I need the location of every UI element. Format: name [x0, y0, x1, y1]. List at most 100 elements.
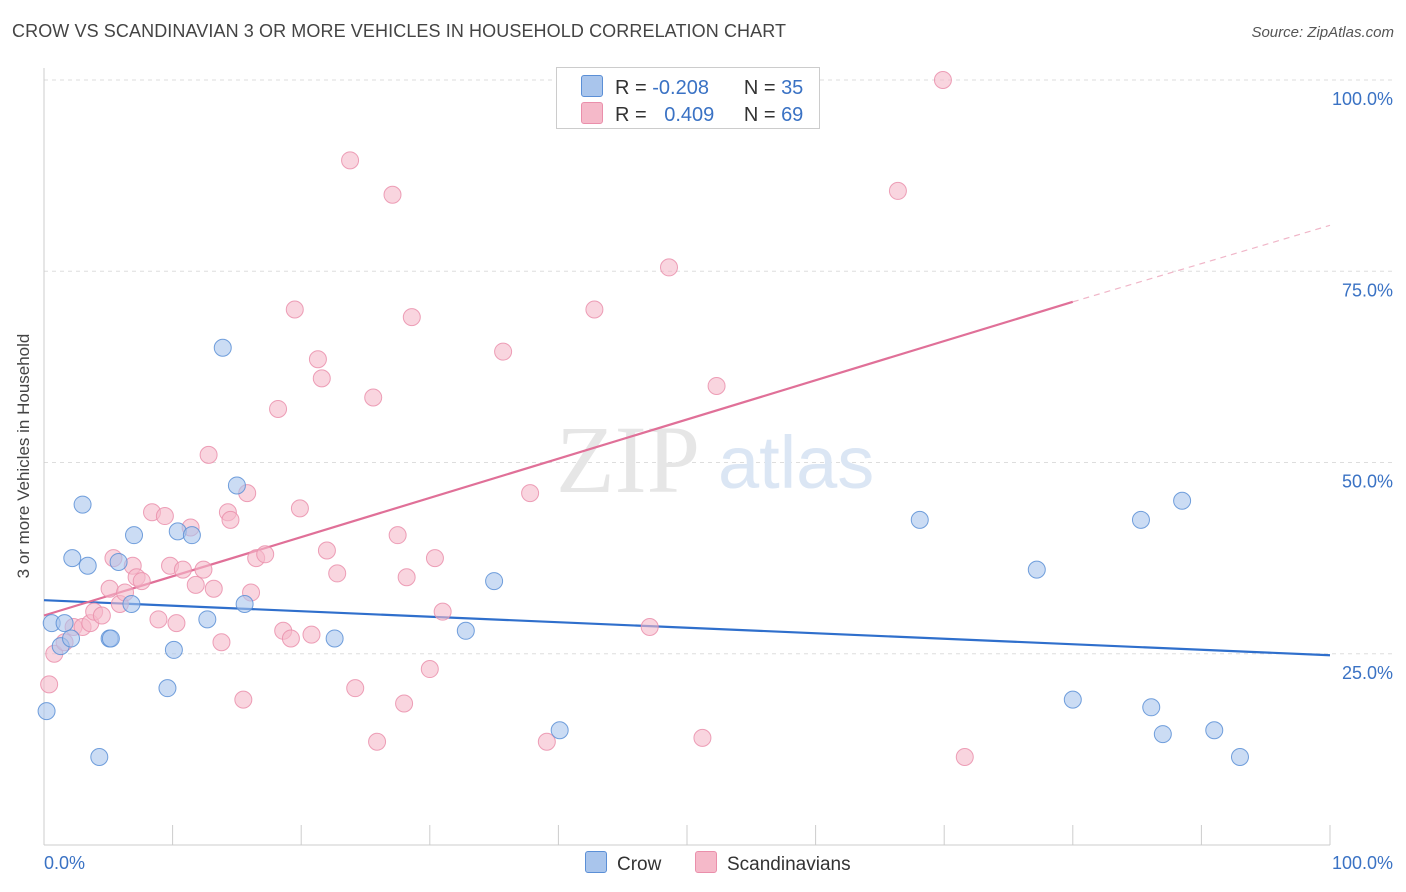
legend-item-crow: Crow: [585, 851, 661, 876]
crow-point: [125, 526, 144, 545]
data-points: [37, 71, 1249, 767]
scandinavian-point: [521, 484, 540, 503]
scandinavian-point: [173, 560, 192, 579]
scandinavian-point: [364, 388, 383, 407]
y-tick-label: 100.0%: [1332, 89, 1393, 109]
crow-point: [1173, 491, 1192, 510]
crow-point: [456, 621, 475, 640]
scandinavian-point: [888, 181, 907, 200]
scandinavian-point: [167, 614, 186, 633]
scandinavian-point: [40, 675, 59, 694]
crow-point: [73, 495, 92, 514]
scand-swatch: [581, 102, 603, 124]
legend-scand-label: Scandinavians: [727, 854, 851, 875]
trend-lines: [43, 224, 1331, 657]
scandinavian-point: [308, 350, 327, 369]
stats-legend: R = -0.208 N = 35 R = 0.409 N = 69: [556, 67, 820, 129]
scandinavian-point: [640, 617, 659, 636]
scandinavian-point: [92, 606, 111, 625]
x-tick-label-min: 0.0%: [44, 853, 85, 873]
scandinavian-point: [256, 545, 275, 564]
crow-trend-line: [43, 599, 1331, 657]
legend-scand-swatch: [695, 851, 717, 873]
scandinavian-point: [707, 377, 726, 395]
scandinavian-point: [346, 679, 365, 698]
crow-point: [109, 552, 128, 571]
crow-point: [78, 556, 97, 575]
crow-point: [1205, 721, 1224, 740]
scandinavian-trend-line: [43, 300, 1074, 617]
y-tick-label: 50.0%: [1342, 472, 1393, 492]
scandinavian-point: [212, 633, 231, 652]
crow-point: [227, 476, 246, 495]
crow-n-value: 35: [781, 77, 804, 99]
x-tick-label-max: 100.0%: [1332, 853, 1393, 873]
scandinavian-point: [425, 549, 444, 568]
legend-row-scandinavians: R = 0.409 N = 69: [581, 102, 803, 128]
crow-point: [1230, 748, 1249, 767]
scandinavian-point: [368, 732, 387, 751]
scandinavian-point: [149, 610, 168, 629]
scandinavian-point: [234, 690, 253, 709]
scand-r-value: 0.409: [664, 104, 715, 126]
crow-point: [1131, 510, 1150, 529]
source-label: Source: ZipAtlas.com: [1251, 24, 1394, 41]
crow-point: [90, 748, 109, 767]
scandinavian-point: [328, 564, 347, 583]
scandinavian-point: [186, 575, 205, 594]
scandinavian-point: [317, 541, 336, 560]
scandinavian-point: [269, 399, 288, 418]
scandinavian-point: [420, 660, 439, 679]
scandinavian-point: [290, 499, 309, 518]
crow-point: [325, 629, 344, 648]
watermark: ZIP atlas: [556, 406, 874, 513]
scandinavian-point: [693, 728, 712, 747]
scand-r-label: R =: [615, 104, 647, 126]
y-axis-label: 3 or more Vehicles in Household: [14, 333, 33, 579]
scandinavian-point: [132, 572, 151, 591]
crow-point: [550, 721, 569, 740]
scand-n-label: N =: [743, 104, 776, 126]
crow-point: [182, 526, 201, 545]
crow-point: [1142, 698, 1161, 717]
scandinavian-point: [585, 300, 604, 319]
crow-point: [63, 549, 82, 568]
scandinavian-point: [933, 71, 952, 89]
scandinavian-point: [155, 507, 174, 526]
scandinavian-point: [395, 694, 414, 713]
scandinavian-point: [383, 185, 402, 204]
crow-point: [55, 614, 74, 633]
crow-point: [1027, 560, 1046, 579]
grid-lines: [44, 79, 1392, 655]
scandinavian-trend-extension: [1072, 224, 1331, 303]
legend-crow-swatch: [585, 851, 607, 873]
scandinavian-point: [494, 342, 513, 361]
legend-crow-label: Crow: [617, 854, 662, 875]
scandinavian-point: [388, 526, 407, 545]
scandinavian-point: [433, 602, 452, 621]
scandinavian-point: [341, 151, 360, 170]
crow-point: [37, 702, 56, 721]
scandinavian-point: [204, 579, 223, 598]
scandinavian-point: [397, 568, 416, 587]
legend-row-crow: R = -0.208 N = 35: [581, 75, 803, 101]
y-tick-label: 25.0%: [1342, 663, 1393, 683]
scandinavian-point: [281, 629, 300, 648]
scandinavian-point: [302, 625, 321, 644]
crow-point: [1063, 690, 1082, 709]
scandinavian-point: [221, 510, 240, 529]
scandinavian-point: [537, 732, 556, 751]
crow-point: [1153, 725, 1172, 744]
scandinavian-point: [312, 369, 331, 388]
crow-point: [62, 629, 81, 648]
scandinavian-point: [285, 300, 304, 319]
scandinavian-point: [199, 445, 218, 464]
crow-n-label: N =: [743, 77, 776, 99]
crow-point: [213, 338, 232, 357]
crow-point: [910, 510, 929, 529]
crow-point: [158, 679, 177, 698]
crow-point: [101, 629, 120, 648]
crow-r-value: -0.208: [652, 77, 709, 99]
watermark-atlas: atlas: [718, 421, 874, 504]
